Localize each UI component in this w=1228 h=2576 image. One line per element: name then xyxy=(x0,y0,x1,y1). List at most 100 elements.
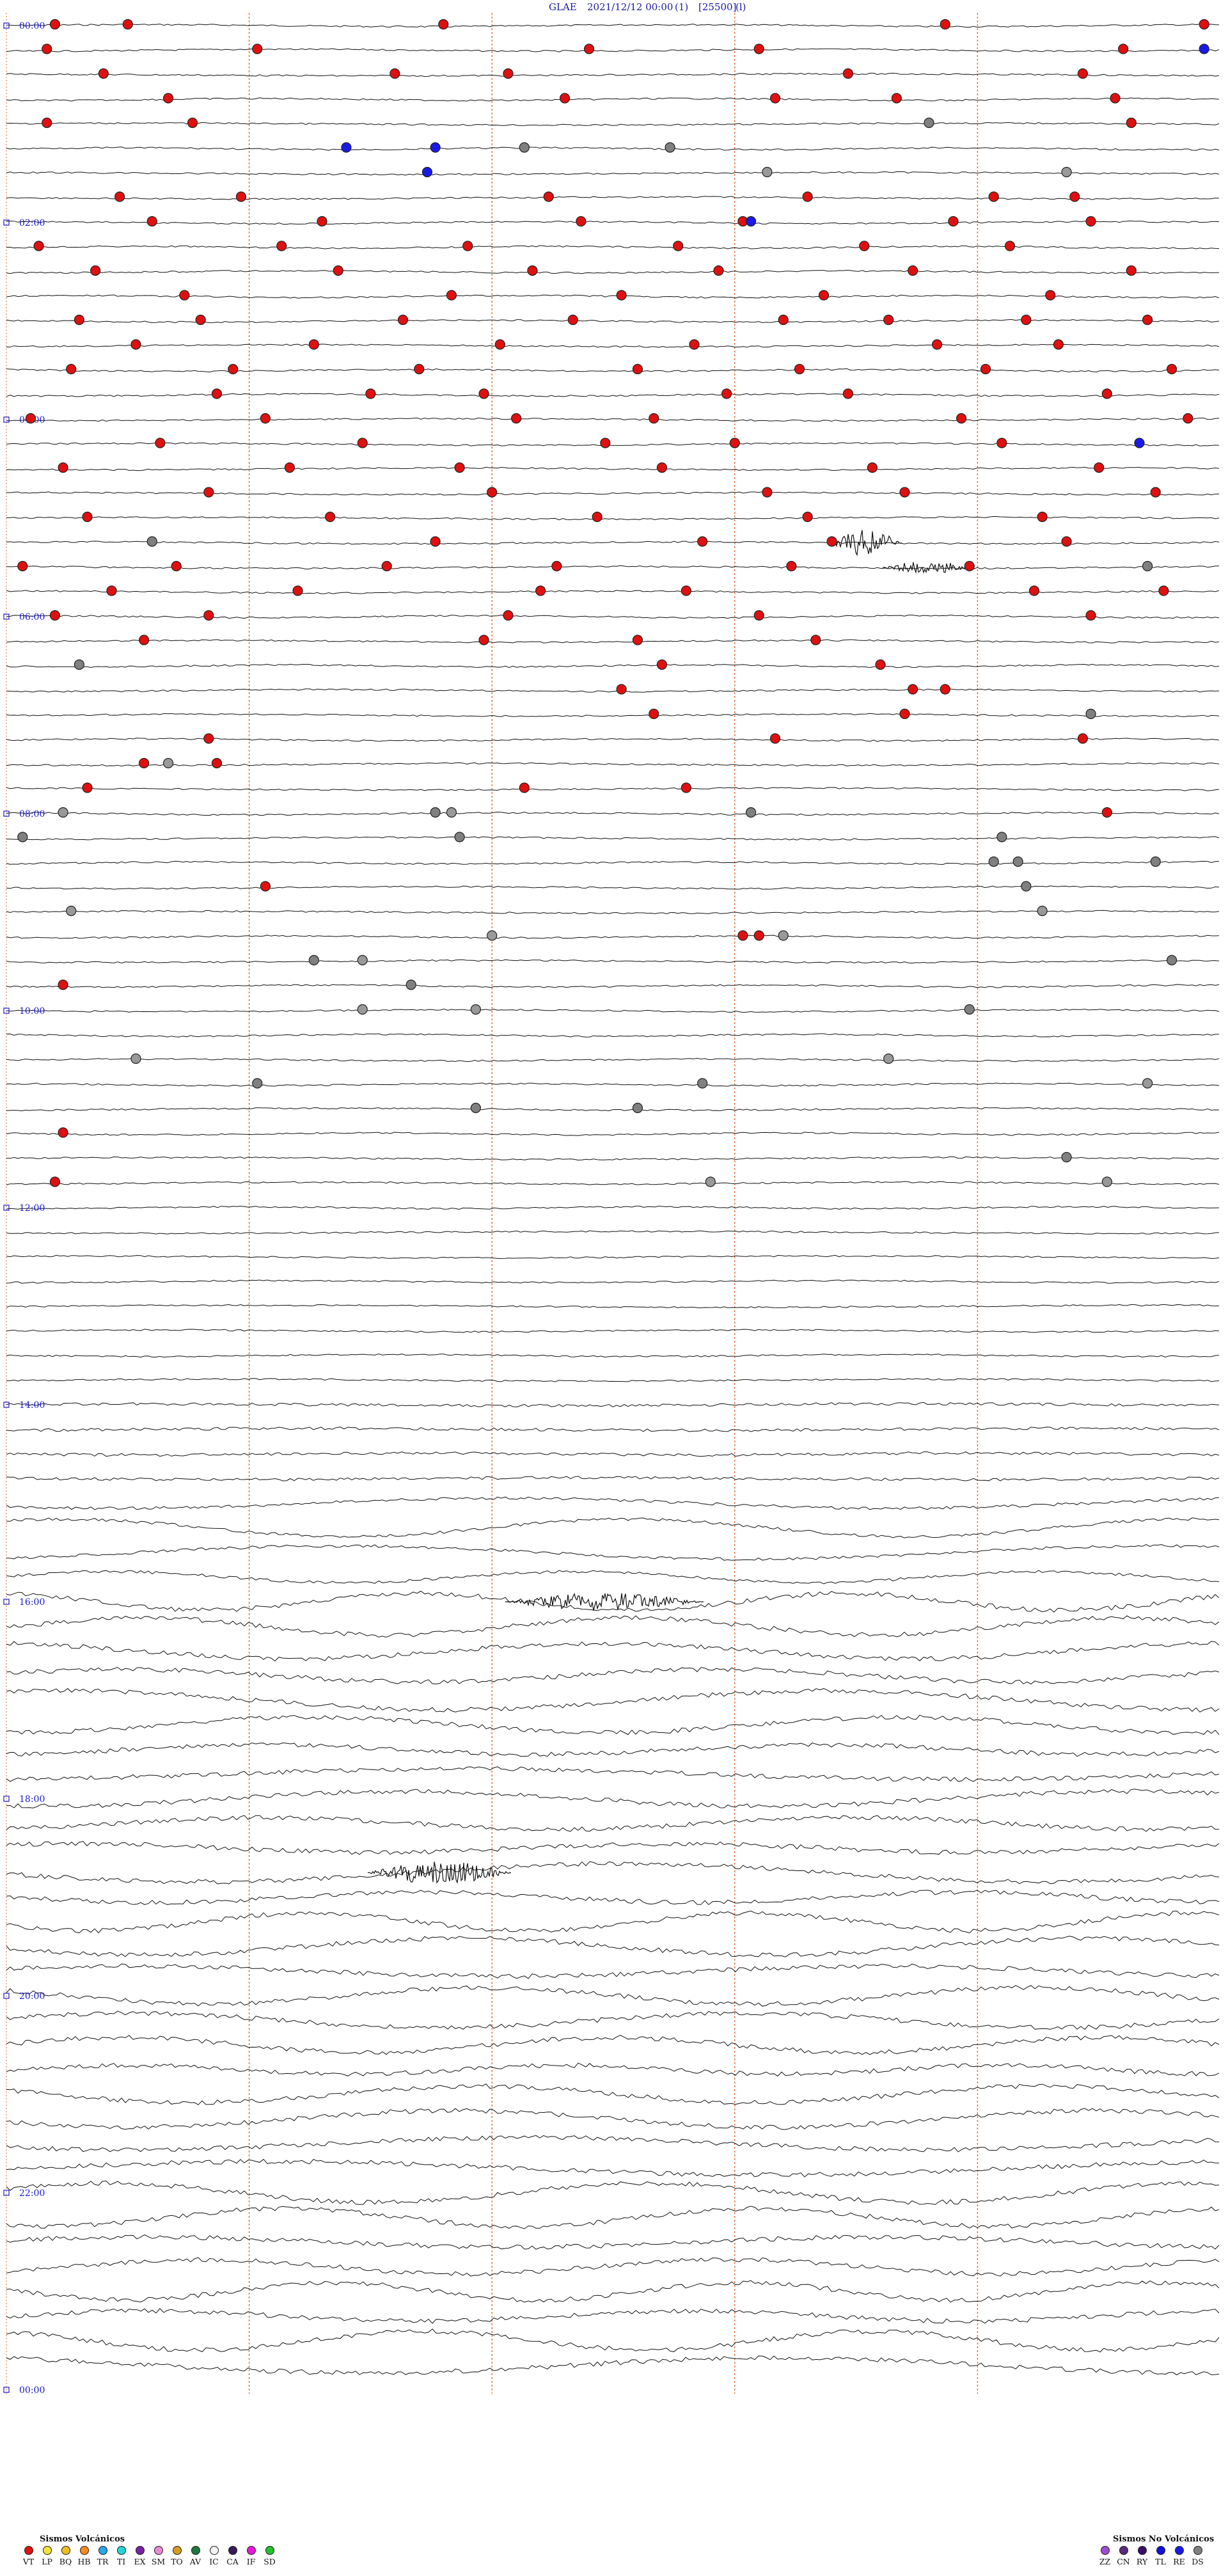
event-marker-ds xyxy=(924,117,934,129)
legend-code: AV xyxy=(189,2557,201,2566)
tremor-burst xyxy=(882,562,973,574)
event-marker-vt xyxy=(649,413,659,424)
event-marker-ds xyxy=(1061,1151,1072,1163)
event-marker-vt xyxy=(1158,585,1169,596)
event-marker-vt xyxy=(721,388,732,399)
hour-marker xyxy=(3,1402,10,1408)
event-marker-vt xyxy=(713,265,724,276)
time-label: 10:00 xyxy=(19,1006,45,1016)
event-marker-ds xyxy=(17,832,28,842)
seismic-trace xyxy=(6,1890,1220,1906)
hour-marker xyxy=(3,416,10,423)
legend-swatch xyxy=(1137,2546,1147,2555)
event-marker-vt xyxy=(1199,19,1209,30)
event-marker-vt xyxy=(478,388,489,399)
event-marker-vt xyxy=(58,1127,68,1138)
event-marker-vt xyxy=(940,684,950,695)
event-marker-vt xyxy=(527,265,538,276)
event-marker-vt xyxy=(446,290,457,301)
event-marker-vt xyxy=(284,462,295,473)
seismic-trace xyxy=(6,1426,1220,1432)
event-marker-vt xyxy=(1118,43,1129,54)
event-marker-vt xyxy=(908,684,918,695)
seismic-trace xyxy=(6,1766,1220,1782)
legend-code: SM xyxy=(151,2557,166,2566)
event-marker-vt xyxy=(66,363,77,375)
seismic-trace xyxy=(6,541,1220,545)
event-marker-ds xyxy=(470,1102,481,1114)
event-marker-ds xyxy=(1150,856,1161,867)
event-marker-vt xyxy=(106,585,117,596)
event-marker-vt xyxy=(155,438,166,448)
event-marker-vt xyxy=(179,290,190,301)
event-marker-ds xyxy=(308,954,319,966)
event-marker-vt xyxy=(1166,363,1177,375)
tremor-burst xyxy=(505,1592,704,1611)
event-marker-vt xyxy=(252,43,263,54)
event-marker-vt xyxy=(1045,290,1056,301)
seismic-trace xyxy=(6,319,1220,324)
seismic-trace xyxy=(6,491,1219,496)
seismic-trace xyxy=(6,294,1220,299)
event-marker-vt xyxy=(673,241,684,251)
event-marker-vt xyxy=(503,68,514,79)
volcanic-legend: VT LP BQ HB TR TI EX SM TO AV IC CA IF SD xyxy=(19,2546,279,2566)
event-marker-re xyxy=(1199,43,1209,54)
seismic-trace xyxy=(6,1279,1220,1284)
seismic-trace xyxy=(6,1815,1220,1832)
seismic-trace xyxy=(6,590,1220,594)
event-marker-re xyxy=(1134,438,1145,448)
seismic-trace xyxy=(6,2234,1220,2250)
event-marker-vt xyxy=(964,560,975,572)
event-marker-vt xyxy=(114,191,125,202)
non-volcanic-legend-title: Sismos No Volcánicos xyxy=(1113,2534,1215,2544)
event-marker-re xyxy=(430,142,441,153)
event-marker-vt xyxy=(333,265,343,276)
seismic-trace xyxy=(6,1714,1220,1735)
event-marker-vt xyxy=(616,290,627,301)
event-marker-vt xyxy=(292,585,303,596)
hour-marker xyxy=(3,219,10,226)
seismic-trace xyxy=(6,2062,1220,2077)
legend-swatch xyxy=(24,2546,33,2555)
event-marker-vt xyxy=(632,635,643,645)
channel-label: (1) xyxy=(675,1,689,13)
event-marker-vt xyxy=(1183,413,1193,424)
event-marker-vt xyxy=(1142,314,1153,326)
event-marker-vt xyxy=(1004,241,1016,251)
event-marker-vt xyxy=(1094,462,1105,473)
event-marker-vt xyxy=(519,782,530,793)
event-marker-vt xyxy=(58,979,68,990)
legend-code: EX xyxy=(134,2557,146,2566)
event-marker-vt xyxy=(122,19,133,30)
seismic-trace xyxy=(6,860,1220,865)
event-marker-vt xyxy=(908,265,918,276)
seismic-trace xyxy=(6,1476,1220,1482)
seismic-trace xyxy=(6,220,1220,225)
event-marker-be xyxy=(58,807,68,818)
seismic-trace xyxy=(6,1132,1220,1136)
event-marker-vt xyxy=(203,733,214,744)
event-marker-ds xyxy=(996,832,1007,842)
event-marker-vt xyxy=(1028,585,1040,596)
event-marker-be xyxy=(705,1176,716,1187)
event-marker-vt xyxy=(357,438,368,448)
time-label: 22:00 xyxy=(19,2188,45,2199)
legend-swatch xyxy=(1100,2546,1110,2555)
event-marker-vt xyxy=(130,339,141,350)
seismic-trace xyxy=(6,614,1220,619)
seismic-trace xyxy=(6,1156,1220,1161)
seismic-trace xyxy=(6,245,1220,249)
seismic-trace xyxy=(6,122,1220,126)
event-marker-vt xyxy=(842,68,854,79)
event-marker-vt xyxy=(948,216,959,227)
legend-item-to: TO xyxy=(168,2546,186,2566)
seismic-trace xyxy=(6,1033,1220,1038)
legend-code: TR xyxy=(97,2557,109,2566)
seismic-trace xyxy=(6,2206,1220,2229)
seismic-trace xyxy=(6,836,1220,841)
seismic-trace xyxy=(6,442,1220,446)
legend-swatch xyxy=(42,2546,52,2555)
legend-swatch xyxy=(135,2546,145,2555)
event-marker-vt xyxy=(535,585,546,596)
